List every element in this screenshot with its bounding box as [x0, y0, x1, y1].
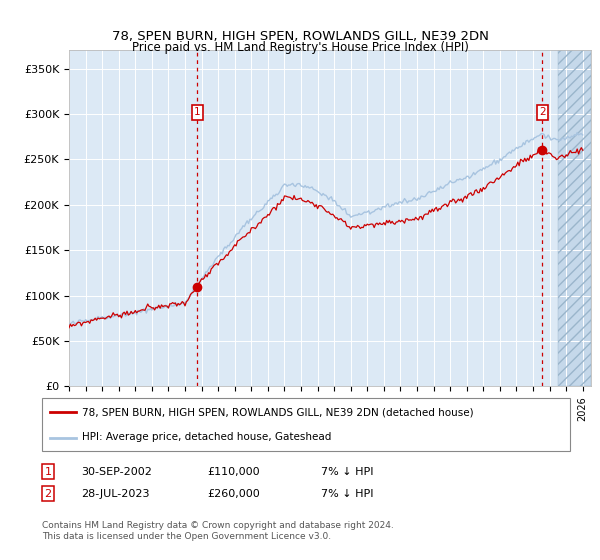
Text: £110,000: £110,000	[207, 466, 260, 477]
Bar	[558, 50, 591, 386]
Text: 1: 1	[44, 466, 52, 477]
Text: 30-SEP-2002: 30-SEP-2002	[81, 466, 152, 477]
Text: 2: 2	[539, 107, 546, 117]
Text: Contains HM Land Registry data © Crown copyright and database right 2024.
This d: Contains HM Land Registry data © Crown c…	[42, 521, 394, 540]
Text: 7% ↓ HPI: 7% ↓ HPI	[321, 466, 373, 477]
Text: 78, SPEN BURN, HIGH SPEN, ROWLANDS GILL, NE39 2DN: 78, SPEN BURN, HIGH SPEN, ROWLANDS GILL,…	[112, 30, 488, 43]
Text: £260,000: £260,000	[207, 489, 260, 499]
Text: 7% ↓ HPI: 7% ↓ HPI	[321, 489, 373, 499]
Text: 78, SPEN BURN, HIGH SPEN, ROWLANDS GILL, NE39 2DN (detached house): 78, SPEN BURN, HIGH SPEN, ROWLANDS GILL,…	[82, 408, 473, 418]
Text: 28-JUL-2023: 28-JUL-2023	[81, 489, 149, 499]
FancyBboxPatch shape	[42, 398, 570, 451]
Text: Price paid vs. HM Land Registry's House Price Index (HPI): Price paid vs. HM Land Registry's House …	[131, 41, 469, 54]
Text: HPI: Average price, detached house, Gateshead: HPI: Average price, detached house, Gate…	[82, 432, 331, 442]
Bar	[558, 50, 591, 386]
Text: 1: 1	[194, 107, 201, 117]
Text: 2: 2	[44, 489, 52, 499]
